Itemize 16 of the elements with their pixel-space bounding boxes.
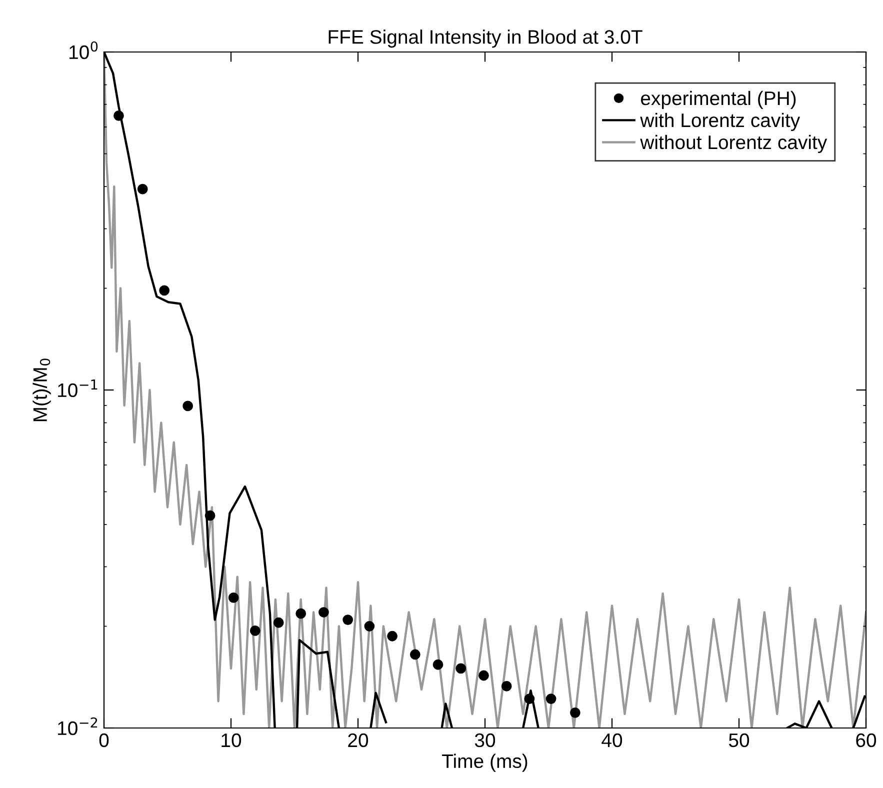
chart-title: FFE Signal Intensity in Blood at 3.0T xyxy=(328,30,642,48)
x-tick-label: 20 xyxy=(348,733,368,748)
x-tick-label: 0 xyxy=(99,733,109,748)
x-tick-label: 60 xyxy=(856,733,876,748)
y-tick-label: 10$^{0}$ xyxy=(70,41,98,60)
x-tick-label: 30 xyxy=(474,733,496,748)
y-tick-label: 10$^{−2}$ xyxy=(58,717,98,736)
x-axis-title: Time (ms) xyxy=(442,754,528,772)
legend-label: without Lorentz cavity xyxy=(640,134,828,154)
y-axis-title: M(t)/M$_{0}$ xyxy=(32,358,51,422)
x-tick-label: 50 xyxy=(728,733,750,748)
y-tick-label: 10$^{−1}$ xyxy=(58,380,98,398)
legend-label: with Lorentz cavity xyxy=(640,112,800,132)
x-tick-label: 40 xyxy=(602,733,622,748)
x-tick-label: 10 xyxy=(222,733,242,748)
legend-label: experimental (PH) xyxy=(640,90,796,110)
